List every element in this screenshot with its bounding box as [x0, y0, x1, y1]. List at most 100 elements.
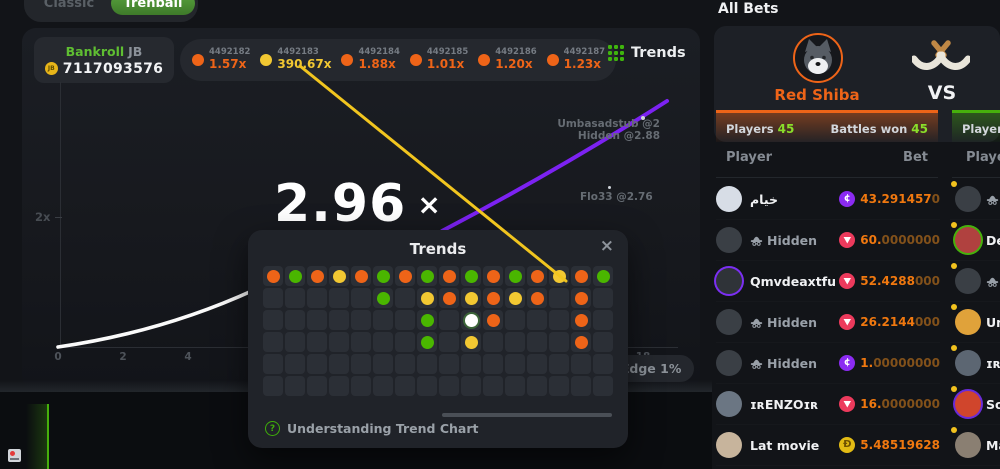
trend-cell [417, 288, 437, 308]
trends-button[interactable]: Trends [608, 45, 686, 61]
tab-trenball[interactable]: Trenball [111, 0, 195, 15]
trend-cell [395, 310, 415, 330]
bet-row: Mad [950, 425, 1000, 466]
trend-cell [307, 376, 327, 396]
team1-stats-header[interactable]: Players 45 Battles won 45 [716, 110, 938, 142]
trend-cell [329, 310, 349, 330]
game-id: 4492186 [495, 47, 537, 58]
history-badge[interactable]: 4492183 390.67x [260, 47, 332, 72]
trend-cell [351, 332, 371, 352]
trend-cell [417, 354, 437, 374]
trend-cell [549, 332, 569, 352]
trend-dot-g [288, 269, 302, 283]
trend-cell [483, 376, 503, 396]
grid-dots-icon [608, 45, 624, 61]
trend-cell [417, 376, 437, 396]
result-dot-icon [260, 54, 273, 66]
game-mode-tabs: Classic Trenball [24, 0, 198, 22]
game-id: 4492187 [563, 47, 606, 58]
trend-cell [593, 376, 613, 396]
player-name: H [986, 192, 1000, 207]
x-axis-tick: 0 [54, 351, 62, 363]
trend-cell [571, 266, 591, 286]
hidden-user-icon [986, 277, 999, 287]
trend-dot-o [266, 269, 280, 283]
thumbnail-icon [8, 449, 21, 462]
bet-row: Dev [950, 220, 1000, 261]
trend-cell [351, 376, 371, 396]
trend-dot-g [420, 313, 434, 327]
trend-cell [461, 288, 481, 308]
trend-cell [527, 354, 547, 374]
bet-row: Um [950, 302, 1000, 343]
cashout-marker-dot [641, 116, 645, 120]
avatar [955, 432, 981, 458]
trend-cell [549, 376, 569, 396]
bankroll-pill[interactable]: Bankroll JB JB 7117093576 [34, 37, 174, 83]
trend-cell [307, 266, 327, 286]
player-name: Hidden [750, 356, 817, 371]
cashout-marker-dot [608, 186, 611, 189]
history-badge[interactable]: 4492187 1.23x [546, 47, 606, 72]
trend-cell [483, 266, 503, 286]
bets-column-headers-right: Player [966, 150, 1000, 165]
avatar [716, 268, 742, 294]
team1-name[interactable]: Red Shiba [774, 86, 860, 104]
trend-dot-o [398, 269, 412, 283]
trend-dot-o [530, 269, 544, 283]
avatar [716, 186, 742, 212]
trend-cell [307, 310, 327, 330]
trend-cell [373, 354, 393, 374]
green-glow [26, 404, 48, 469]
trend-cell [285, 376, 305, 396]
bets-column-headers: Player Bet [726, 150, 928, 165]
player-name: خيام [750, 191, 778, 207]
trend-cell [263, 266, 283, 286]
trend-dot-y [508, 291, 522, 305]
history-badge[interactable]: 4492184 1.88x [341, 47, 400, 72]
bet-amount: 16.0000000 [860, 397, 940, 411]
hidden-user-icon [750, 359, 763, 369]
trend-cell [329, 376, 349, 396]
trend-cell [285, 288, 305, 308]
history-badge[interactable]: 4492182 1.57x [192, 47, 250, 72]
trend-dot-o [442, 269, 456, 283]
live-dot-icon [951, 222, 957, 228]
bet-row: Hidden 26.2144000 [716, 302, 940, 343]
trend-cell [505, 332, 525, 352]
tab-classic[interactable]: Classic [43, 0, 95, 11]
trend-dot-g [376, 269, 390, 283]
live-dot-icon [951, 386, 957, 392]
close-icon[interactable]: × [599, 236, 614, 256]
live-dot-icon [951, 263, 957, 269]
trend-cell [351, 266, 371, 286]
result-dot-icon [478, 54, 491, 66]
trend-grid-scrollbar[interactable] [442, 413, 612, 417]
result-dot-icon [341, 54, 354, 66]
trend-cell [285, 310, 305, 330]
history-badge[interactable]: 4492185 1.01x [409, 47, 468, 72]
understanding-trend-chart-link[interactable]: ? Understanding Trend Chart [265, 421, 478, 436]
trend-cell [373, 376, 393, 396]
game-multiplier: 390.67x [277, 56, 332, 71]
trend-cell [571, 332, 591, 352]
trend-dot-o [574, 291, 588, 305]
trend-grid [263, 266, 613, 396]
trend-dot-g [464, 269, 478, 283]
trend-cell [373, 288, 393, 308]
trend-dot-o [574, 269, 588, 283]
trend-cell [285, 266, 305, 286]
all-bets-panel: All Bets Red Shiba [712, 0, 1000, 469]
bet-amount: 43.2914570 [860, 192, 940, 206]
trend-cell [417, 266, 437, 286]
game-multiplier: 1.20x [495, 56, 533, 71]
trend-cell [395, 266, 415, 286]
player-name: Hidden [750, 315, 817, 330]
trend-cell [571, 354, 591, 374]
trend-cell [285, 332, 305, 352]
trend-dot-o [486, 269, 500, 283]
history-badge[interactable]: 4492186 1.20x [478, 47, 537, 72]
trend-cell [263, 310, 283, 330]
hidden-user-icon [750, 318, 763, 328]
